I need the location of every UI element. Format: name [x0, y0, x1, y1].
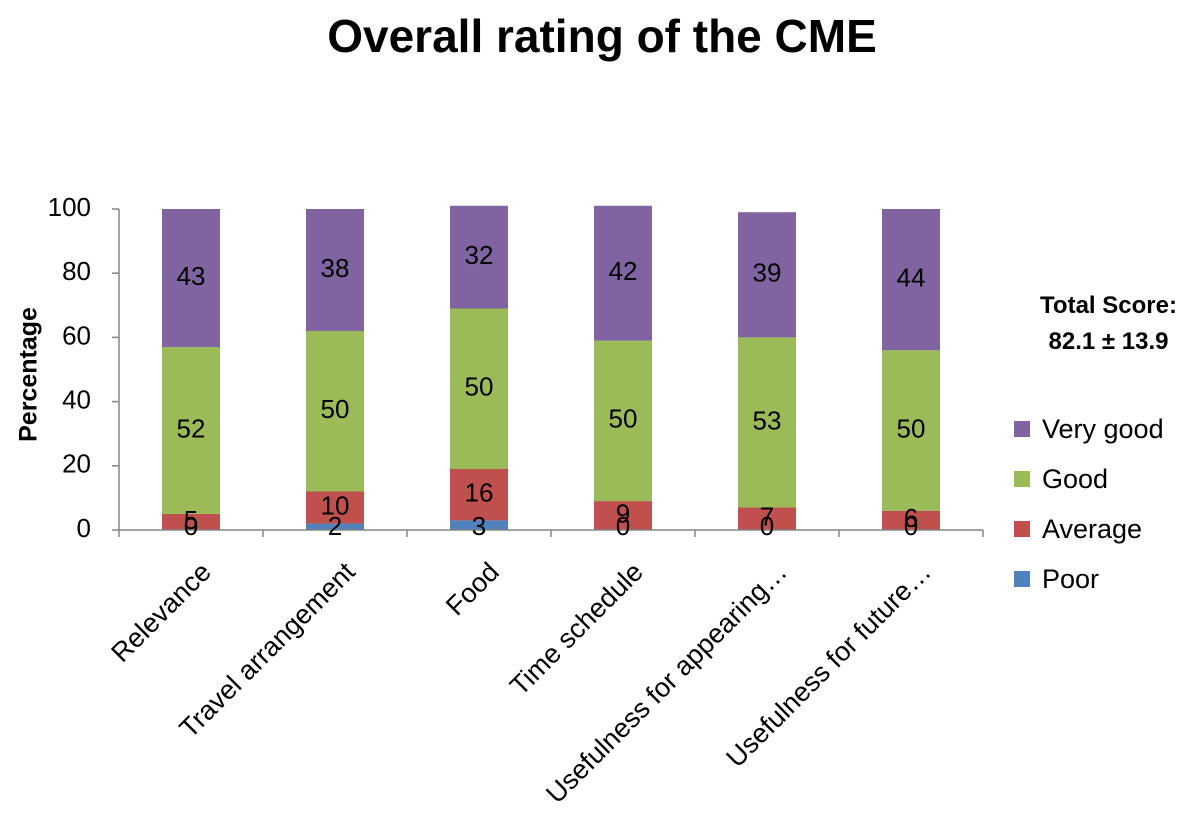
bar-segment-good — [594, 340, 652, 502]
data-label-average: 5 — [184, 505, 198, 535]
bar-segment-average — [162, 513, 220, 530]
y-tick-label: 100 — [48, 192, 91, 222]
data-label-very-good: 32 — [465, 240, 494, 270]
bar-segment-very-good — [882, 209, 940, 351]
data-label-very-good: 44 — [897, 262, 926, 292]
legend-label-good: Good — [1042, 463, 1109, 494]
legend-item-very-good: Very good — [1014, 404, 1164, 454]
data-label-poor: 0 — [184, 511, 198, 541]
x-category-label: Time schedule — [504, 557, 649, 702]
data-label-average: 6 — [904, 503, 918, 533]
y-tick-label: 0 — [77, 513, 91, 543]
bar-segment-good — [450, 308, 508, 470]
data-label-very-good: 43 — [177, 261, 206, 291]
bar-segment-very-good — [162, 209, 220, 348]
total-score-value: 82.1 ± 13.9 — [1048, 328, 1169, 355]
bar-segment-average — [594, 501, 652, 530]
y-tick-label: 20 — [62, 449, 91, 479]
y-axis-title: Percentage — [15, 307, 43, 442]
data-label-very-good: 42 — [609, 256, 638, 286]
x-category-label: Relevance — [105, 557, 216, 668]
bar-segment-good — [162, 347, 220, 514]
total-score-label: Total Score: — [1040, 292, 1177, 319]
data-label-average: 9 — [616, 498, 630, 528]
bar-segment-average — [738, 507, 796, 530]
data-label-good: 50 — [321, 394, 350, 424]
y-tick-label: 60 — [62, 320, 91, 350]
legend-item-good: Good — [1014, 454, 1164, 504]
legend-swatch-average — [1014, 521, 1030, 537]
bar-segment-good — [882, 350, 940, 511]
total-score-annotation: Total Score: 82.1 ± 13.9 — [1016, 288, 1201, 360]
legend-swatch-poor — [1014, 571, 1030, 587]
data-label-good: 52 — [177, 413, 206, 443]
bar-segment-poor — [306, 523, 364, 530]
bar-segment-very-good — [594, 205, 652, 341]
y-tick-label: 80 — [62, 256, 91, 286]
data-label-average: 7 — [760, 502, 774, 532]
data-label-average: 16 — [465, 478, 494, 508]
legend-label-poor: Poor — [1042, 563, 1100, 594]
data-label-good: 50 — [465, 372, 494, 402]
chart-title: Overall rating of the CME — [327, 10, 877, 62]
legend-item-average: Average — [1014, 504, 1164, 554]
data-label-poor: 0 — [904, 511, 918, 541]
legend-item-poor: Poor — [1014, 554, 1164, 604]
legend-swatch-very-good — [1014, 421, 1030, 437]
data-label-very-good: 38 — [321, 253, 350, 283]
legend: Very good Good Average Poor — [1014, 404, 1164, 604]
bar-segment-average — [450, 469, 508, 521]
bar-segment-average — [306, 491, 364, 524]
data-label-good: 53 — [753, 405, 782, 435]
data-label-good: 50 — [609, 404, 638, 434]
data-label-poor: 0 — [760, 511, 774, 541]
legend-label-very-good: Very good — [1042, 413, 1164, 444]
legend-swatch-good — [1014, 471, 1030, 487]
bar-segment-good — [306, 330, 364, 492]
x-category-label: Usefulness for appearing… — [540, 557, 793, 810]
data-label-poor: 0 — [616, 511, 630, 541]
data-label-average: 10 — [321, 490, 350, 520]
bar-segment-very-good — [450, 205, 508, 309]
bars-layer — [162, 205, 940, 530]
data-label-poor: 2 — [328, 511, 342, 541]
legend-label-average: Average — [1042, 513, 1143, 544]
data-label-very-good: 39 — [753, 258, 782, 288]
data-label-poor: 3 — [472, 511, 486, 541]
bar-segment-average — [882, 510, 940, 530]
bar-segment-poor — [450, 520, 508, 530]
bar-segment-good — [738, 337, 796, 508]
y-tick-label: 40 — [62, 384, 91, 414]
bar-segment-very-good — [738, 212, 796, 338]
x-category-label: Food — [440, 557, 505, 622]
bar-segment-very-good — [306, 209, 364, 331]
data-label-good: 50 — [897, 413, 926, 443]
